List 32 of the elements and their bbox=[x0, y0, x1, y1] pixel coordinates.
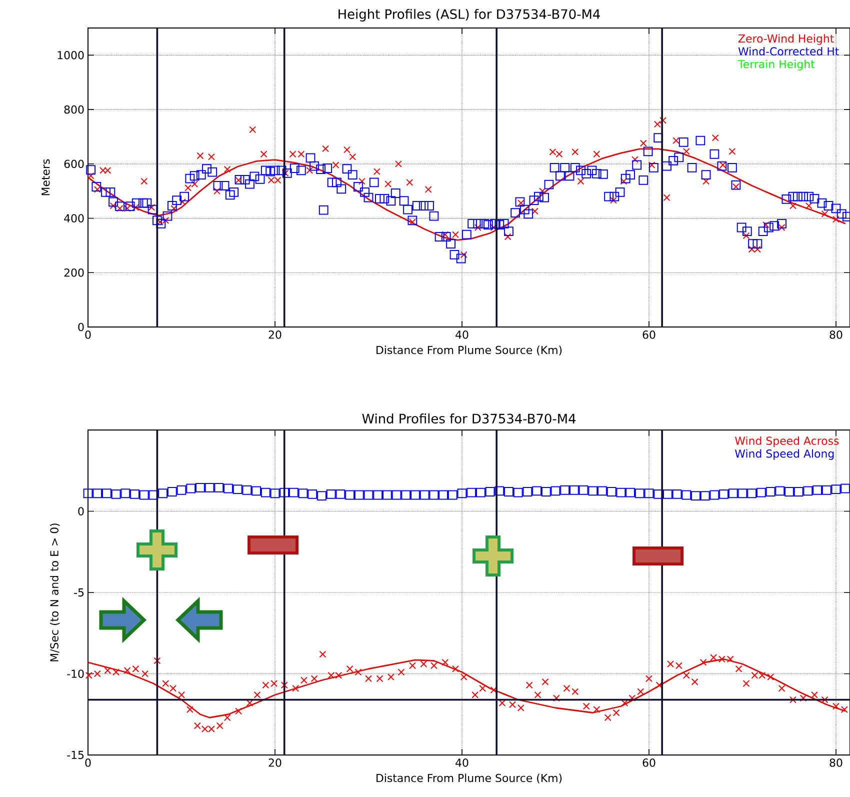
text: Wind Speed Along bbox=[734, 449, 834, 460]
x-tick-label: 80 bbox=[830, 758, 842, 767]
chart-title: Height Profiles (ASL) for D37534-B70-M4 bbox=[338, 8, 600, 22]
x-tick-label: 60 bbox=[642, 758, 656, 767]
line-series bbox=[88, 658, 846, 718]
x-tick-label: 40 bbox=[456, 758, 468, 767]
x-axis-title: Distance From Plume Source (Km) bbox=[376, 346, 562, 356]
legend-label: Terrain Height bbox=[738, 60, 815, 70]
y-tick-label: 1000 bbox=[58, 51, 84, 60]
y-tick-label: -10 bbox=[67, 670, 84, 678]
x-tick-label: 40 bbox=[456, 330, 468, 339]
y-tick-label: 800 bbox=[64, 105, 84, 114]
y-tick-label: 600 bbox=[64, 160, 84, 168]
y-axis-title: Meters bbox=[42, 159, 50, 196]
y-axis-title: M/Sec (to N and to E > 0) bbox=[50, 524, 60, 662]
text: Zero-Wind Height bbox=[738, 34, 834, 45]
x-tick-label: 80 bbox=[830, 330, 842, 339]
x-axis-title: Distance From Plume Source (Km) bbox=[376, 774, 562, 784]
y-tick-label: 400 bbox=[64, 214, 84, 222]
x-tick-label: 0 bbox=[85, 758, 91, 767]
x-tick-label: 20 bbox=[268, 758, 282, 767]
text: Wind Speed Across bbox=[734, 436, 839, 448]
text: Wind-Corrected Ht bbox=[738, 46, 839, 56]
x-tick-label: 60 bbox=[642, 330, 656, 339]
x-tick-label: 0 bbox=[85, 330, 91, 339]
y-tick-label: 0 bbox=[78, 322, 84, 332]
y-tick-label: -15 bbox=[67, 750, 84, 760]
y-tick-label: 200 bbox=[64, 268, 84, 277]
y-tick-label: -5 bbox=[74, 588, 84, 597]
x-tick-label: 20 bbox=[268, 330, 282, 339]
y-tick-label: 0 bbox=[78, 507, 84, 516]
chart-title: Wind Profiles for D37534-B70-M4 bbox=[362, 413, 576, 424]
